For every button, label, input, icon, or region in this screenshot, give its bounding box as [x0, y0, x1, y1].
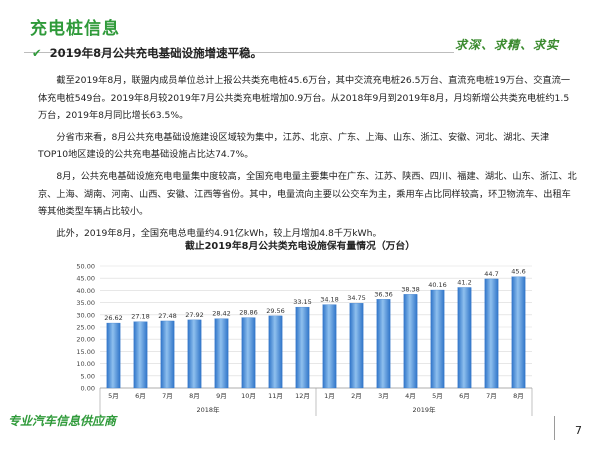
data-label: 41.2: [457, 278, 471, 286]
x-tick-label: 11月: [268, 392, 283, 400]
bar: [322, 304, 337, 389]
data-label: 34.75: [347, 294, 366, 302]
data-label: 33.15: [293, 298, 312, 306]
y-tick-label: 0.00: [81, 385, 95, 393]
data-label: 28.86: [239, 309, 258, 317]
x-tick-label: 3月: [378, 392, 389, 400]
y-tick-label: 25.00: [76, 324, 95, 332]
y-tick-label: 15.00: [76, 348, 95, 356]
x-tick-label: 8月: [189, 392, 200, 400]
bar: [268, 315, 283, 389]
chart-labels: 0.00 5.00 10.00 15.00 20.00 25.00 30.00 35.00 40…: [76, 263, 525, 415]
y-tick-label: 30.00: [76, 311, 95, 319]
data-label: 45.6: [511, 268, 525, 276]
y-tick-label: 45.00: [76, 275, 95, 283]
data-label: 29.56: [266, 307, 285, 315]
data-label: 40.16: [428, 281, 447, 289]
year-label: 2019年: [412, 405, 436, 414]
subheading: ✔ 2019年8月公共充电基础设施增速平稳。: [32, 45, 262, 61]
header-rule: [24, 52, 454, 53]
page-title: 充电桩信息: [30, 19, 120, 39]
x-tick-label: 6月: [459, 392, 470, 400]
data-label: 34.18: [320, 296, 339, 304]
subheading-text: 2019年8月公共充电基础设施增速平稳。: [49, 46, 263, 60]
x-tick-label: 5月: [108, 392, 119, 400]
x-tick-label: 9月: [216, 392, 227, 400]
x-tick-label: 4月: [405, 392, 416, 400]
paragraph: 此外，2019年8月，全国充电总电量约4.91亿kWh，较上月增加4.8千万kW…: [56, 227, 382, 239]
check-icon: ✔: [32, 46, 42, 60]
data-label: 27.48: [158, 312, 177, 320]
data-label: 36.36: [374, 290, 393, 298]
bar: [457, 287, 472, 389]
y-tick-label: 35.00: [76, 299, 95, 307]
x-tick-label: 7月: [162, 392, 173, 400]
x-tick-label: 1月: [324, 392, 335, 400]
x-tick-label: 2月: [351, 392, 362, 400]
bar: [295, 306, 310, 389]
slogan: 求深、求精、求实: [455, 38, 560, 52]
body-text: 截至2019年8月，联盟内成员单位总计上报公共类充电桩45.6万台，其中交流充电…: [38, 72, 578, 242]
y-tick-label: 40.00: [76, 287, 95, 295]
x-tick-label: 7月: [486, 392, 497, 400]
bar: [430, 289, 445, 389]
bar: [484, 278, 499, 389]
page-number: 7: [575, 424, 582, 437]
footer-rule: [554, 416, 555, 440]
bar: [106, 322, 121, 389]
data-label: 44.7: [484, 270, 498, 278]
data-label: 38.38: [401, 285, 420, 293]
x-tick-label: 5月: [432, 392, 443, 400]
bar: [133, 321, 148, 389]
x-tick-label: 12月: [295, 392, 310, 400]
paragraph: 8月，公共充电基础设施充电电量集中度较高，全国充电电量主要集中在广东、江苏、陕西…: [38, 170, 577, 218]
x-tick-label: 6月: [135, 392, 146, 400]
bar: [511, 276, 526, 389]
chart-bars: [106, 276, 526, 389]
data-label: 27.92: [185, 311, 204, 319]
y-tick-label: 10.00: [76, 360, 95, 368]
bar: [214, 318, 229, 389]
paragraph: 截至2019年8月，联盟内成员单位总计上报公共类充电桩45.6万台，其中交流充电…: [38, 75, 571, 122]
bar: [403, 294, 418, 389]
year-label: 2018年: [196, 405, 220, 414]
x-tick-label: 10月: [241, 392, 256, 400]
chart-title: 截止2019年8月公共类充电设施保有量情况（万台）: [184, 241, 416, 252]
bar: [376, 299, 391, 389]
x-tick-label: 8月: [513, 392, 524, 400]
footer-brand: 专业汽车信息供应商: [8, 414, 117, 428]
bar: [349, 303, 364, 389]
y-tick-label: 5.00: [81, 372, 95, 380]
bar: [187, 319, 202, 389]
data-label: 26.62: [104, 314, 123, 322]
y-tick-label: 50.00: [76, 263, 95, 271]
paragraph: 分省市来看，8月公共充电基础设施建设区域较为集中，江苏、北京、广东、上海、山东、…: [38, 131, 550, 161]
data-label: 28.42: [212, 310, 231, 318]
bar: [160, 320, 175, 389]
data-label: 27.18: [131, 313, 150, 321]
bar: [241, 317, 256, 389]
y-tick-label: 20.00: [76, 336, 95, 344]
